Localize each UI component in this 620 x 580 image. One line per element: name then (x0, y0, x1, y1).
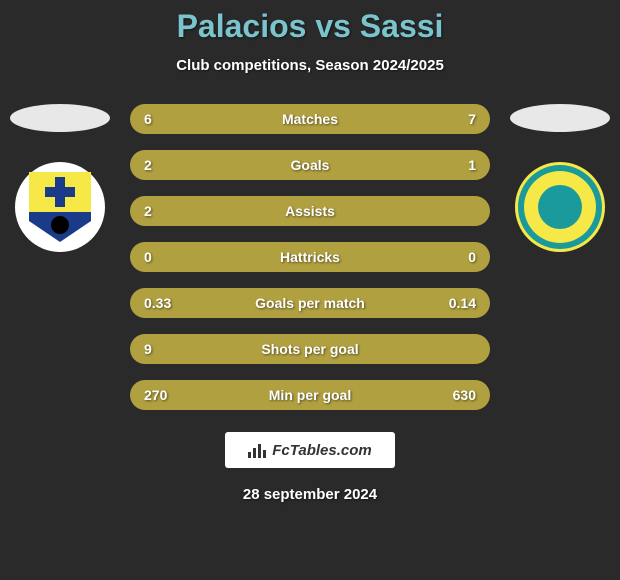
stat-left-value: 6 (144, 111, 184, 127)
stat-row-shots-per-goal: 9 Shots per goal (130, 334, 490, 364)
stat-right-value: 0.14 (436, 295, 476, 311)
stat-row-goals: 2 Goals 1 (130, 150, 490, 180)
stat-left-value: 2 (144, 157, 184, 173)
team-left-badge (15, 162, 105, 252)
stat-right-value: 7 (436, 111, 476, 127)
stat-left-value: 0.33 (144, 295, 184, 311)
team-right-column (510, 104, 610, 252)
stat-label: Goals (291, 157, 330, 173)
player-placeholder-right (510, 104, 610, 132)
stat-label: Min per goal (269, 387, 351, 403)
footer-date: 28 september 2024 (243, 486, 377, 503)
stat-right-value: 1 (436, 157, 476, 173)
stat-row-goals-per-match: 0.33 Goals per match 0.14 (130, 288, 490, 318)
stat-label: Goals per match (255, 295, 365, 311)
stat-right-value: 630 (436, 387, 476, 403)
stat-label: Matches (282, 111, 338, 127)
stat-left-value: 9 (144, 341, 184, 357)
stat-row-assists: 2 Assists (130, 196, 490, 226)
chart-icon (248, 442, 268, 458)
subtitle: Club competitions, Season 2024/2025 (176, 57, 444, 74)
shield-icon (29, 172, 91, 242)
stat-row-hattricks: 0 Hattricks 0 (130, 242, 490, 272)
stat-row-min-per-goal: 270 Min per goal 630 (130, 380, 490, 410)
team-left-column (10, 104, 110, 252)
stat-left-value: 0 (144, 249, 184, 265)
stat-label: Hattricks (280, 249, 340, 265)
stat-label: Shots per goal (261, 341, 358, 357)
stats-column: 6 Matches 7 2 Goals 1 2 Assists 0 Hattri… (130, 104, 490, 410)
page-title: Palacios vs Sassi (177, 8, 444, 45)
stat-row-matches: 6 Matches 7 (130, 104, 490, 134)
stat-label: Assists (285, 203, 335, 219)
comparison-row: 6 Matches 7 2 Goals 1 2 Assists 0 Hattri… (0, 104, 620, 410)
stat-left-value: 2 (144, 203, 184, 219)
team-right-badge (515, 162, 605, 252)
stat-right-value: 0 (436, 249, 476, 265)
player-placeholder-left (10, 104, 110, 132)
brand-text: FcTables.com (272, 442, 371, 459)
brand-logo[interactable]: FcTables.com (225, 432, 395, 468)
badge-inner-icon (524, 171, 596, 243)
stat-left-value: 270 (144, 387, 184, 403)
